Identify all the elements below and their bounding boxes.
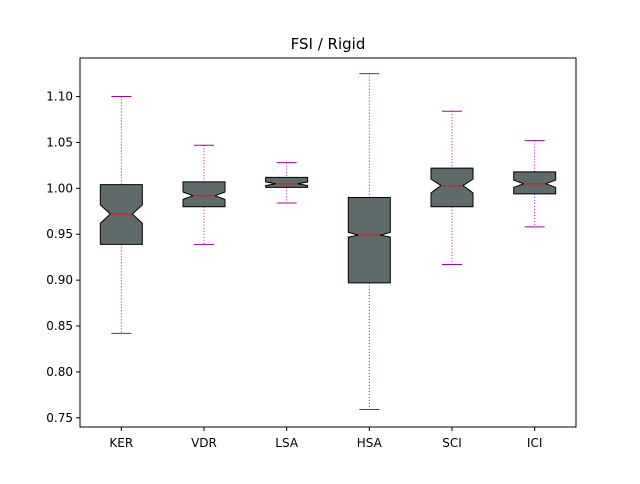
notched-box bbox=[513, 171, 557, 195]
x-tick-label: ICI bbox=[527, 436, 542, 450]
notched-box bbox=[347, 197, 391, 284]
x-tick-label: LSA bbox=[275, 436, 299, 450]
y-tick-label: 1.00 bbox=[46, 181, 73, 195]
notched-box bbox=[265, 176, 309, 188]
y-tick-label: 1.10 bbox=[46, 90, 73, 104]
box-sci bbox=[430, 110, 474, 266]
x-axis: KER VDR LSA HSA SCI ICI bbox=[109, 427, 542, 450]
notched-box bbox=[182, 181, 226, 208]
plot-area-frame bbox=[79, 57, 577, 428]
y-tick-label: 0.80 bbox=[46, 365, 73, 379]
y-tick-label: 1.05 bbox=[46, 135, 73, 149]
notched-box bbox=[430, 167, 474, 208]
chart-title: FSI / Rigid bbox=[291, 35, 366, 53]
box-ici bbox=[513, 140, 557, 228]
y-axis: 0.75 0.80 0.85 0.90 0.95 1.00 1.05 1.10 bbox=[46, 90, 80, 425]
box-lsa bbox=[265, 162, 309, 204]
x-tick-label: HSA bbox=[357, 436, 383, 450]
x-tick-label: VDR bbox=[191, 436, 217, 450]
y-tick-label: 0.75 bbox=[46, 411, 73, 425]
box-series bbox=[99, 73, 557, 411]
y-tick-label: 0.95 bbox=[46, 227, 73, 241]
y-tick-label: 0.85 bbox=[46, 319, 73, 333]
box-hsa bbox=[347, 73, 391, 411]
box-vdr bbox=[182, 144, 226, 245]
x-tick-label: KER bbox=[109, 436, 133, 450]
x-tick-label: SCI bbox=[442, 436, 462, 450]
y-tick-label: 0.90 bbox=[46, 273, 73, 287]
box-ker bbox=[99, 96, 143, 334]
